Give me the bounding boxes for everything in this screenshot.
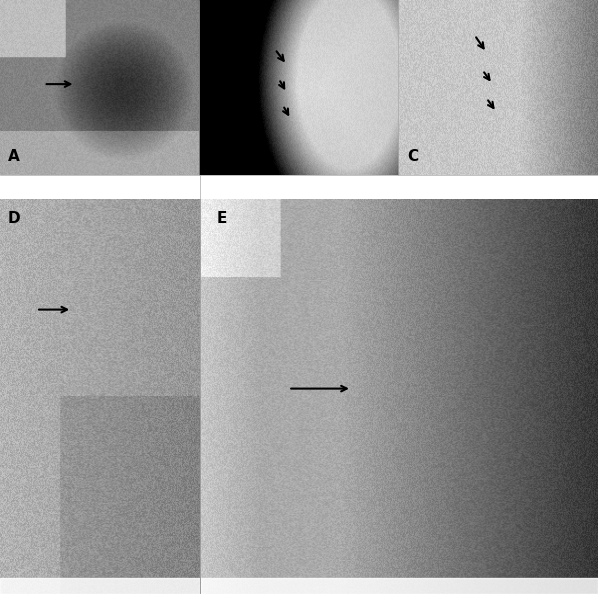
Bar bbox=[201, 578, 598, 594]
Text: A: A bbox=[8, 149, 20, 164]
Text: C: C bbox=[407, 149, 418, 164]
Text: E: E bbox=[217, 211, 227, 226]
Text: D: D bbox=[8, 211, 21, 226]
Bar bbox=[0, 578, 200, 594]
Text: B: B bbox=[207, 149, 219, 164]
